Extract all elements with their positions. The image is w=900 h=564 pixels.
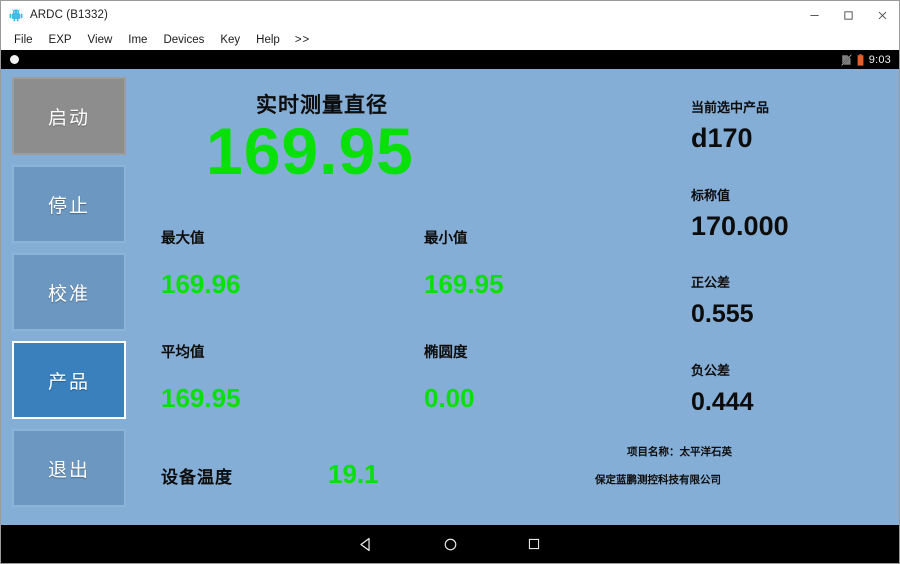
plus-tolerance-value: 0.555 [691,300,754,328]
plus-tolerance-label: 正公差 [691,276,731,291]
exit-button[interactable]: 退出 [12,429,126,507]
menu-item-key[interactable]: Key [220,34,241,46]
nominal-value-label: 标称值 [691,189,731,204]
notification-dot-icon [10,55,19,64]
menu-item-view[interactable]: View [87,34,113,46]
ovality-value: 0.00 [424,383,475,413]
window-title: ARDC (B1332) [30,9,108,21]
window-titlebar[interactable]: ARDC (B1332) [1,1,899,30]
no-sim-card-icon [840,53,852,66]
selected-product-label: 当前选中产品 [691,101,770,116]
menu-item-help[interactable]: Help [256,34,280,46]
android-robot-icon [9,8,23,22]
min-value: 169.95 [424,269,504,299]
android-navigation-bar [1,525,899,563]
ovality-label: 椭圆度 [424,345,468,361]
android-device-screen: 9:03 启动 停止 校准 产品 退出 实时测量直径 169.95 最大值 16… [1,50,899,563]
live-diameter-value: 169.95 [206,114,414,188]
company-name-text: 保定蓝鹏测控科技有限公司 [595,474,721,486]
project-name-text: 项目名称：太平洋石英 [627,446,732,458]
menu-item-devices[interactable]: Devices [163,34,205,46]
start-button[interactable]: 启动 [12,77,126,155]
product-info-panel: 当前选中产品 d170 标称值 170.000 正公差 0.555 负公差 0.… [595,69,899,525]
close-icon[interactable] [865,1,899,29]
nominal-value: 170.000 [691,211,789,241]
minimize-icon[interactable] [797,1,831,29]
window-controls [797,1,899,29]
device-temperature-label: 设备温度 [161,468,233,488]
average-value: 169.95 [161,383,241,413]
min-value-label: 最小值 [424,231,468,247]
max-value-label: 最大值 [161,231,205,247]
status-bar-right-cluster: 9:03 [840,53,891,66]
recents-square-icon[interactable] [492,525,576,563]
product-button[interactable]: 产品 [12,341,126,419]
status-bar-clock: 9:03 [868,53,891,66]
minus-tolerance-value: 0.444 [691,388,754,416]
menu-item-exp[interactable]: EXP [48,34,72,46]
measurement-app-content: 启动 停止 校准 产品 退出 实时测量直径 169.95 最大值 169.96 … [1,69,899,525]
stop-button[interactable]: 停止 [12,165,126,243]
calibrate-button[interactable]: 校准 [12,253,126,331]
menu-item-overflow[interactable]: >> [294,34,311,46]
battery-icon [857,53,864,66]
measurement-readout-panel: 实时测量直径 169.95 最大值 169.96 最小值 169.95 平均值 … [138,69,667,525]
back-triangle-icon[interactable] [324,525,408,563]
sidebar-button-column: 启动 停止 校准 产品 退出 [1,69,138,525]
home-circle-icon[interactable] [408,525,492,563]
menu-item-file[interactable]: File [14,34,33,46]
menubar: File EXP View Ime Devices Key Help >> [1,30,899,50]
device-temperature-value: 19.1 [328,459,379,489]
minus-tolerance-label: 负公差 [691,364,731,379]
maximize-icon[interactable] [831,1,865,29]
average-value-label: 平均值 [161,345,205,361]
live-diameter-title: 实时测量直径 [256,93,388,117]
android-status-bar: 9:03 [1,50,899,69]
menu-item-ime[interactable]: Ime [128,34,148,46]
max-value: 169.96 [161,269,241,299]
selected-product-value: d170 [691,123,753,153]
